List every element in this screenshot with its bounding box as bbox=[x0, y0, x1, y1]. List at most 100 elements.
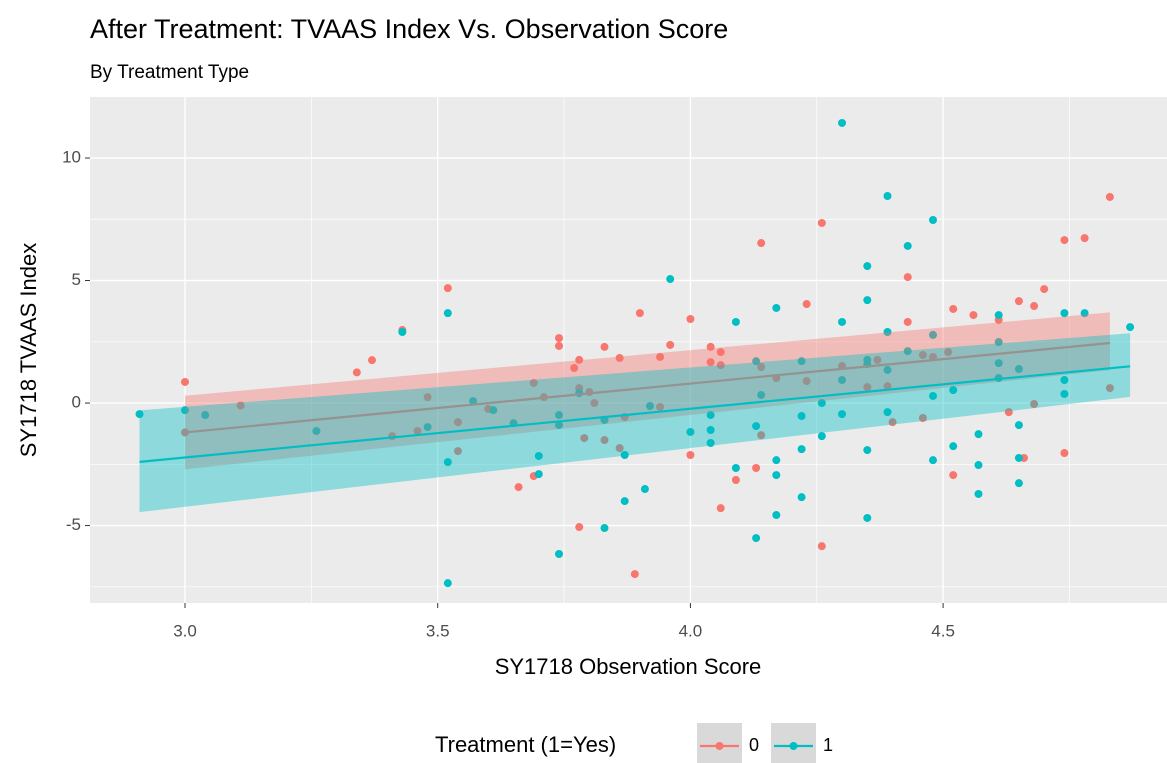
point bbox=[863, 262, 872, 271]
point bbox=[534, 451, 543, 460]
point bbox=[883, 365, 892, 374]
point bbox=[555, 334, 564, 343]
point bbox=[580, 434, 589, 443]
point bbox=[757, 390, 766, 399]
point bbox=[181, 406, 190, 415]
x-axis-title: SY1718 Observation Score bbox=[495, 654, 762, 679]
point bbox=[514, 483, 523, 492]
point bbox=[656, 402, 665, 411]
point bbox=[413, 426, 422, 435]
point bbox=[1126, 323, 1135, 332]
legend-key-point bbox=[789, 742, 798, 750]
point bbox=[534, 470, 543, 479]
point bbox=[600, 436, 609, 445]
x-tick-label: 4.5 bbox=[931, 621, 955, 640]
point bbox=[469, 397, 478, 406]
point bbox=[1030, 400, 1039, 409]
point bbox=[620, 450, 629, 459]
point bbox=[797, 357, 806, 366]
point bbox=[635, 309, 644, 318]
legend-label: 0 bbox=[749, 735, 759, 755]
point bbox=[1014, 453, 1023, 462]
point bbox=[686, 315, 695, 324]
point bbox=[994, 338, 1003, 347]
chart-subtitle: By Treatment Type bbox=[90, 62, 249, 83]
point bbox=[575, 355, 584, 364]
point bbox=[757, 239, 766, 248]
point bbox=[883, 382, 892, 391]
y-tick-label: 10 bbox=[62, 147, 81, 166]
point bbox=[888, 418, 897, 427]
point bbox=[949, 442, 958, 451]
point bbox=[201, 411, 210, 420]
point bbox=[1014, 364, 1023, 373]
point bbox=[974, 430, 983, 439]
point bbox=[590, 399, 599, 408]
x-tick-label: 3.5 bbox=[426, 621, 450, 640]
fit-line bbox=[139, 365, 1131, 463]
point bbox=[838, 118, 847, 127]
point bbox=[555, 421, 564, 430]
point bbox=[443, 309, 452, 318]
point bbox=[686, 427, 695, 436]
point bbox=[1060, 449, 1069, 458]
point bbox=[994, 311, 1003, 320]
point bbox=[1014, 297, 1023, 306]
point bbox=[1014, 479, 1023, 488]
point bbox=[656, 352, 665, 361]
point bbox=[706, 342, 715, 351]
point bbox=[1014, 421, 1023, 430]
legend-key-point bbox=[715, 742, 724, 750]
point bbox=[802, 300, 811, 309]
point bbox=[555, 411, 564, 420]
point bbox=[929, 391, 938, 400]
point bbox=[944, 348, 953, 357]
x-tick-label: 4.0 bbox=[679, 621, 703, 640]
point bbox=[555, 341, 564, 350]
point bbox=[706, 438, 715, 447]
point bbox=[706, 411, 715, 420]
point bbox=[863, 446, 872, 455]
point bbox=[620, 497, 629, 506]
point bbox=[1105, 384, 1114, 393]
point bbox=[666, 340, 675, 349]
point bbox=[640, 485, 649, 494]
fit-line bbox=[184, 341, 1110, 434]
legend-title: Treatment (1=Yes) bbox=[435, 732, 616, 757]
point bbox=[453, 447, 462, 456]
confidence-band bbox=[185, 312, 1110, 470]
point bbox=[863, 513, 872, 522]
point bbox=[994, 359, 1003, 368]
point bbox=[757, 431, 766, 440]
point bbox=[817, 399, 826, 408]
point bbox=[686, 450, 695, 459]
point bbox=[423, 423, 432, 432]
point bbox=[974, 461, 983, 470]
confidence-band bbox=[139, 333, 1131, 513]
point bbox=[883, 191, 892, 200]
point bbox=[772, 511, 781, 520]
point bbox=[443, 284, 452, 293]
point bbox=[817, 542, 826, 551]
y-tick-label: -5 bbox=[66, 515, 81, 534]
point bbox=[752, 534, 761, 543]
point bbox=[1105, 192, 1114, 201]
y-tick-label: 5 bbox=[72, 270, 81, 289]
point bbox=[903, 273, 912, 282]
point bbox=[312, 426, 321, 435]
point bbox=[863, 383, 872, 392]
point bbox=[817, 218, 826, 227]
point bbox=[838, 410, 847, 419]
point bbox=[873, 355, 882, 364]
point bbox=[716, 361, 725, 370]
point bbox=[918, 351, 927, 360]
point bbox=[757, 363, 766, 372]
point bbox=[929, 330, 938, 339]
point bbox=[352, 368, 361, 377]
y-axis-title: SY1718 TVAAS Index bbox=[16, 243, 41, 457]
point bbox=[802, 376, 811, 385]
point bbox=[1060, 309, 1069, 318]
point bbox=[731, 317, 740, 326]
point bbox=[772, 456, 781, 465]
